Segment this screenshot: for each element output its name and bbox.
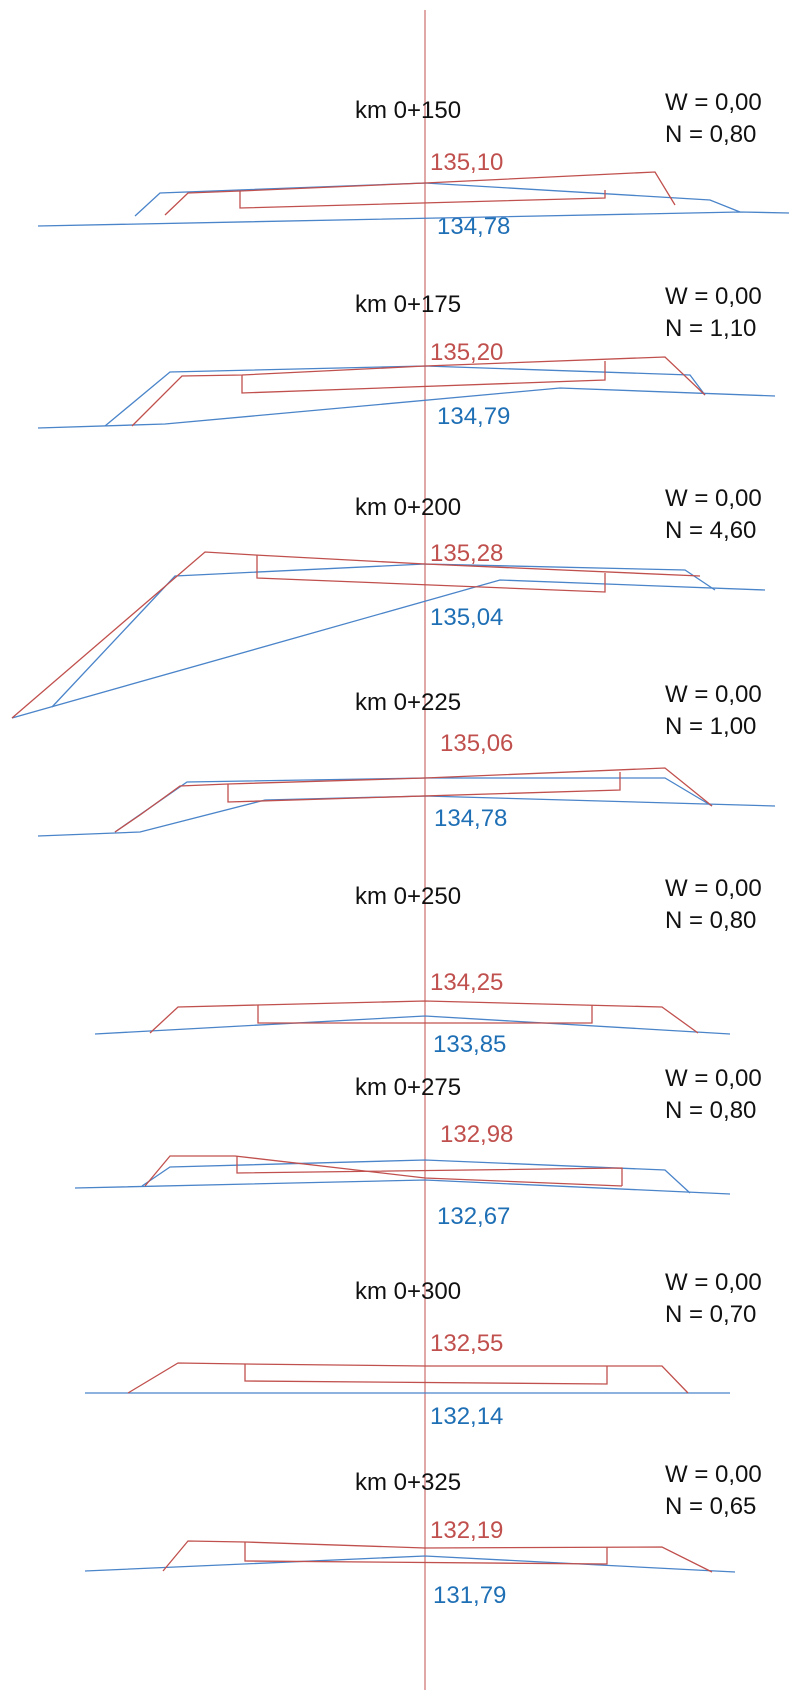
station-label: km 0+225 bbox=[355, 689, 461, 716]
terrain-elevation-label: 135,04 bbox=[430, 604, 503, 631]
existing-road-profile bbox=[51, 563, 716, 708]
cross-section: km 0+275 W = 0,00 N = 0,80 132,98 132,67 bbox=[74, 1065, 762, 1230]
design-profile bbox=[164, 171, 676, 216]
design-elevation-label: 132,98 bbox=[440, 1121, 513, 1148]
terrain-elevation-label: 131,79 bbox=[433, 1582, 506, 1609]
cut-area-label: W = 0,00 bbox=[665, 283, 762, 310]
design-elevation-label: 135,10 bbox=[430, 149, 503, 176]
design-pavement-box bbox=[256, 555, 606, 593]
design-pavement-box bbox=[239, 190, 606, 209]
design-profile bbox=[144, 1155, 623, 1187]
cross-section: km 0+250 W = 0,00 N = 0,80 134,25 133,85 bbox=[94, 875, 762, 1058]
cut-area-label: W = 0,00 bbox=[665, 485, 762, 512]
terrain-line bbox=[37, 387, 776, 429]
terrain-line bbox=[37, 211, 789, 227]
fill-area-label: N = 0,80 bbox=[665, 1097, 756, 1124]
design-pavement-box bbox=[244, 1364, 608, 1385]
design-profile bbox=[131, 356, 706, 427]
fill-area-label: N = 0,80 bbox=[665, 907, 756, 934]
terrain-line bbox=[11, 579, 766, 719]
existing-road-profile bbox=[104, 365, 706, 427]
design-pavement-box bbox=[244, 1542, 608, 1565]
terrain-elevation-label: 132,14 bbox=[430, 1403, 503, 1430]
cut-area-label: W = 0,00 bbox=[665, 1461, 762, 1488]
terrain-elevation-label: 134,78 bbox=[434, 805, 507, 832]
station-label: km 0+175 bbox=[355, 291, 461, 318]
existing-road-profile bbox=[114, 777, 713, 833]
station-label: km 0+250 bbox=[355, 883, 461, 910]
cross-section: km 0+325 W = 0,00 N = 0,65 132,19 131,79 bbox=[84, 1461, 762, 1609]
design-elevation-label: 135,28 bbox=[430, 540, 503, 567]
fill-area-label: N = 4,60 bbox=[665, 517, 756, 544]
station-label: km 0+200 bbox=[355, 494, 461, 521]
cross-section: km 0+150 W = 0,00 N = 0,80 135,10 134,78 bbox=[37, 89, 789, 240]
fill-area-label: N = 0,80 bbox=[665, 121, 756, 148]
existing-road-profile bbox=[141, 1159, 691, 1194]
existing-road-profile bbox=[134, 182, 741, 217]
terrain-line bbox=[37, 795, 776, 837]
cut-area-label: W = 0,00 bbox=[665, 681, 762, 708]
cut-area-label: W = 0,00 bbox=[665, 89, 762, 116]
design-elevation-label: 134,25 bbox=[430, 969, 503, 996]
station-label: km 0+150 bbox=[355, 97, 461, 124]
design-elevation-label: 132,19 bbox=[430, 1517, 503, 1544]
fill-area-label: N = 0,70 bbox=[665, 1301, 756, 1328]
fill-area-label: N = 1,10 bbox=[665, 315, 756, 342]
fill-area-label: N = 1,00 bbox=[665, 713, 756, 740]
terrain-line bbox=[84, 1555, 736, 1573]
terrain-elevation-label: 133,85 bbox=[433, 1031, 506, 1058]
terrain-line bbox=[94, 1015, 731, 1035]
design-profile bbox=[11, 551, 701, 719]
cut-area-label: W = 0,00 bbox=[665, 875, 762, 902]
fill-area-label: N = 0,65 bbox=[665, 1493, 756, 1520]
design-pavement-box bbox=[227, 772, 621, 803]
design-pavement-box bbox=[257, 1005, 593, 1024]
terrain-elevation-label: 132,67 bbox=[437, 1203, 510, 1230]
terrain-elevation-label: 134,79 bbox=[437, 403, 510, 430]
cross-section: km 0+300 W = 0,00 N = 0,70 132,55 132,14 bbox=[85, 1269, 762, 1430]
cut-area-label: W = 0,00 bbox=[665, 1065, 762, 1092]
station-label: km 0+325 bbox=[355, 1469, 461, 1496]
design-pavement-box bbox=[236, 1156, 623, 1186]
cross-section: km 0+200 W = 0,00 N = 4,60 135,28 135,04 bbox=[11, 485, 766, 719]
design-profile bbox=[127, 1362, 689, 1394]
design-elevation-label: 135,20 bbox=[430, 339, 503, 366]
station-label: km 0+275 bbox=[355, 1074, 461, 1101]
design-pavement-box bbox=[241, 361, 606, 394]
cut-area-label: W = 0,00 bbox=[665, 1269, 762, 1296]
station-label: km 0+300 bbox=[355, 1278, 461, 1305]
cross-section: km 0+225 W = 0,00 N = 1,00 135,06 134,78 bbox=[37, 681, 776, 837]
design-elevation-label: 132,55 bbox=[430, 1330, 503, 1357]
design-profile bbox=[162, 1540, 713, 1573]
terrain-line bbox=[74, 1179, 731, 1195]
design-elevation-label: 135,06 bbox=[440, 730, 513, 757]
design-profile bbox=[149, 1000, 699, 1034]
cross-section: km 0+175 W = 0,00 N = 1,10 135,20 134,79 bbox=[37, 283, 776, 430]
